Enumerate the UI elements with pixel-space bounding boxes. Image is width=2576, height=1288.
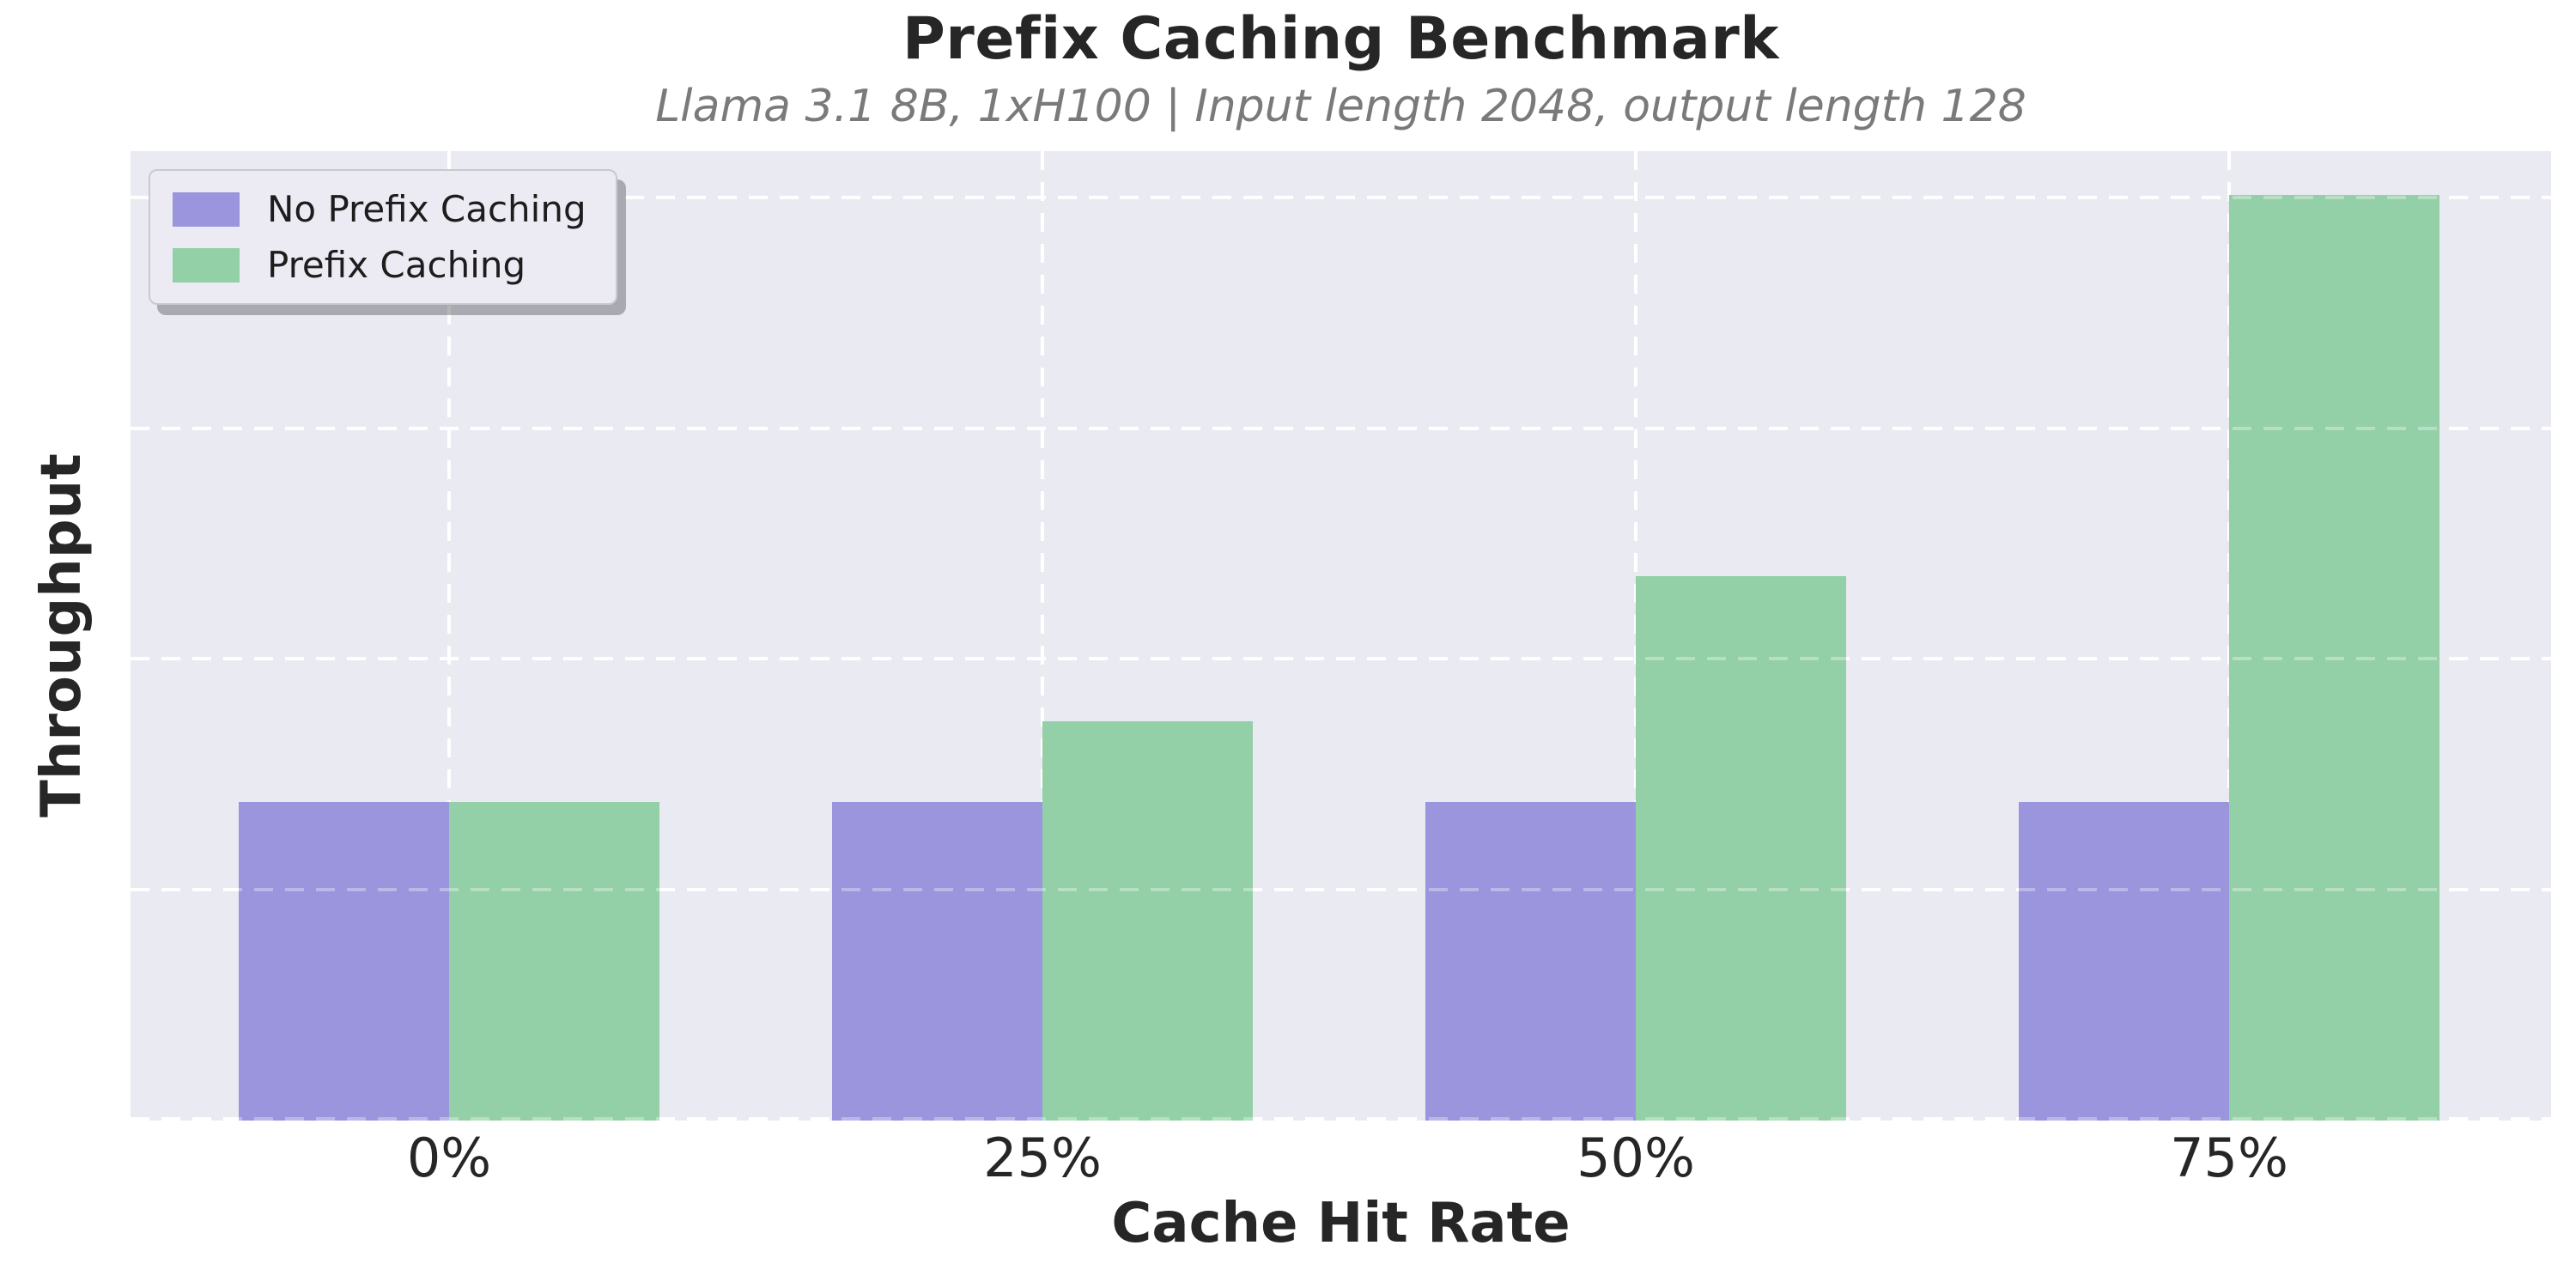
gridline-horizontal [131,888,2551,891]
gridline-vertical [447,151,451,1121]
legend-item: Prefix Caching [173,244,586,286]
gridline-vertical [1041,151,1044,1121]
bar-75pct-prefix-caching [2229,195,2439,1121]
bar-0pct-prefix-caching [449,802,659,1121]
legend-swatch-icon [173,247,240,283]
bar-50pct-no-prefix-caching [1425,802,1636,1121]
bar-25pct-prefix-caching [1042,721,1253,1121]
plot-area: No Prefix Caching Prefix Caching [131,151,2551,1121]
x-axis-label: Cache Hit Rate [1111,1192,1571,1255]
legend-label: No Prefix Caching [267,188,586,230]
bar-75pct-no-prefix-caching [2019,802,2229,1121]
chart-subtitle: Llama 3.1 8B, 1xH100 | Input length 2048… [655,81,2026,132]
legend-label: Prefix Caching [267,244,526,286]
gridline-horizontal-overlay [131,888,2551,891]
x-tick-label-0pct: 0% [406,1127,492,1189]
bar-0pct-no-prefix-caching [239,802,449,1121]
bar-25pct-no-prefix-caching [832,802,1042,1121]
bar-50pct-prefix-caching [1636,576,1846,1121]
gridline-horizontal [131,196,2551,199]
legend-item: No Prefix Caching [173,188,586,230]
gridline-horizontal-overlay [131,1117,2551,1121]
x-tick-label-25pct: 25% [983,1127,1102,1189]
x-tick-label-75pct: 75% [2170,1127,2288,1189]
gridline-horizontal [131,427,2551,430]
legend-swatch-icon [173,191,240,227]
gridline-horizontal-overlay [131,657,2551,660]
gridline-horizontal [131,657,2551,660]
chart-title: Prefix Caching Benchmark [902,5,1780,73]
gridline-horizontal-overlay [131,427,2551,430]
legend: No Prefix Caching Prefix Caching [149,169,617,305]
gridline-horizontal [131,1117,2551,1121]
y-axis-label: Throughput [30,453,94,817]
x-tick-label-50pct: 50% [1577,1127,1695,1189]
gridline-horizontal-overlay [131,196,2551,199]
